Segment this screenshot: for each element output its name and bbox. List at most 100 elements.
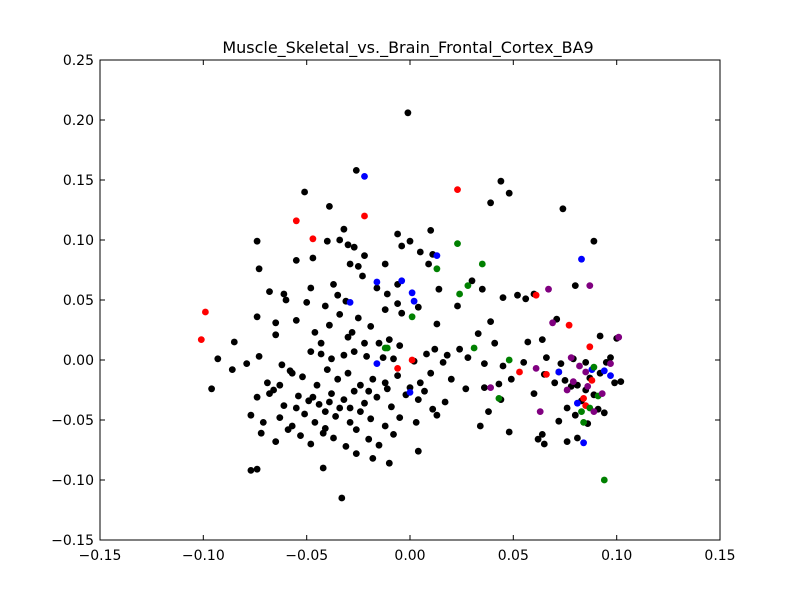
x-tick-label: 0.00 [394, 548, 425, 564]
data-point [326, 398, 333, 406]
data-point [586, 343, 594, 351]
data-point [540, 440, 548, 448]
data-point [321, 302, 329, 310]
y-tick-label: 0.10 [63, 233, 94, 249]
data-point [396, 342, 404, 349]
y-tick-label: 0.20 [63, 113, 94, 129]
data-point [569, 378, 577, 385]
ticks-layer: −0.15 −0.10 −0.05 0.00 0.05 0.10 0.15 −0.15 −0.1… [51, 53, 735, 564]
data-point [379, 354, 387, 361]
data-point [404, 109, 412, 117]
data-point [598, 390, 606, 397]
data-point [381, 306, 389, 313]
data-point [468, 277, 476, 285]
data-point [555, 417, 563, 425]
data-point [563, 386, 571, 394]
data-point [427, 369, 435, 377]
data-point [317, 339, 325, 347]
data-point [307, 348, 315, 355]
data-point [328, 390, 335, 397]
data-point [292, 217, 300, 225]
data-point [388, 403, 395, 411]
data-point [272, 319, 280, 327]
data-point [590, 363, 598, 371]
data-point [563, 404, 571, 412]
data-point [600, 367, 608, 375]
y-tick-label: 0.25 [63, 53, 94, 69]
data-point [406, 384, 414, 391]
data-point [414, 303, 422, 311]
data-point [431, 345, 439, 353]
data-point [363, 353, 370, 360]
data-point [454, 186, 461, 194]
data-point [383, 344, 391, 352]
y-tick-label: −0.05 [51, 413, 94, 429]
data-point [328, 355, 335, 363]
data-point [543, 354, 550, 361]
data-point [307, 284, 315, 292]
data-point [336, 311, 344, 318]
data-point [565, 321, 573, 329]
data-point [590, 408, 598, 415]
data-point [447, 375, 455, 383]
data-point [549, 319, 556, 327]
data-point [330, 434, 337, 442]
data-point [350, 348, 358, 355]
data-point [406, 237, 414, 245]
data-point [288, 369, 296, 377]
data-point [208, 385, 216, 393]
data-point [555, 368, 563, 376]
data-point [381, 422, 389, 430]
x-tick-label: −0.05 [285, 548, 328, 564]
data-point [456, 345, 463, 353]
data-point [344, 333, 352, 341]
data-point [505, 428, 513, 436]
data-point [416, 248, 424, 256]
data-point [330, 281, 337, 288]
data-point [580, 419, 587, 426]
data-point [462, 385, 470, 393]
data-point [367, 415, 375, 423]
data-point [282, 296, 290, 304]
data-point [433, 320, 441, 328]
data-point [394, 372, 401, 379]
data-point [284, 426, 292, 433]
data-point [369, 375, 377, 383]
x-tick-label: 0.15 [704, 548, 735, 564]
data-point [340, 396, 348, 403]
data-point [354, 314, 362, 322]
data-point [348, 329, 356, 336]
data-point [253, 465, 261, 473]
data-point [408, 289, 416, 297]
data-point [346, 404, 354, 412]
data-point [536, 408, 544, 415]
data-point [247, 411, 255, 419]
data-point [499, 362, 507, 370]
data-point [425, 260, 432, 268]
data-point [439, 359, 447, 366]
data-point [600, 476, 608, 484]
data-point [578, 255, 585, 263]
data-point [346, 260, 354, 268]
data-point [520, 359, 528, 366]
data-point [319, 429, 327, 437]
data-point [559, 205, 567, 213]
data-point [264, 379, 271, 387]
data-point [313, 381, 321, 389]
data-point [545, 285, 552, 293]
data-point [278, 361, 286, 369]
data-point [586, 282, 594, 289]
data-point [464, 354, 472, 361]
data-point [315, 401, 323, 408]
y-tick-label: −0.15 [51, 533, 94, 549]
data-point [369, 455, 377, 462]
data-point [611, 379, 618, 387]
data-point [532, 365, 540, 372]
data-point [464, 282, 472, 289]
data-point [596, 332, 604, 340]
data-point [280, 402, 288, 409]
x-tick-label: 0.05 [498, 548, 529, 564]
data-point [421, 387, 428, 395]
data-point [373, 284, 381, 292]
